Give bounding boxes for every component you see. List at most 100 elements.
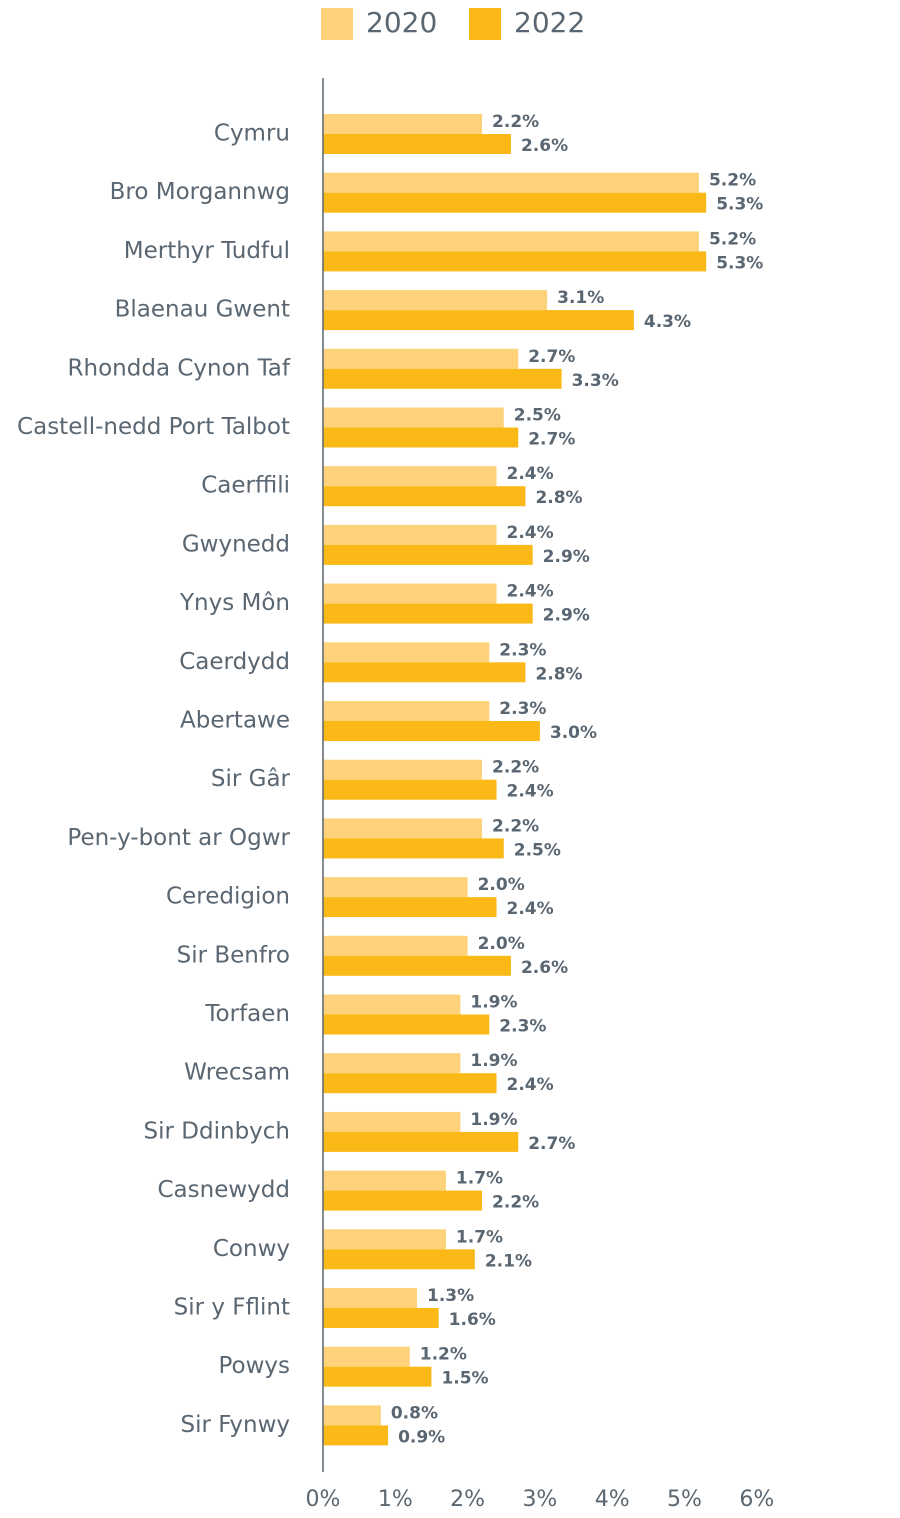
value-label: 2.3%	[499, 640, 546, 660]
bar	[323, 583, 497, 604]
bar	[323, 1014, 490, 1035]
value-label: 2.5%	[514, 406, 561, 426]
value-label: 2.9%	[543, 547, 590, 567]
bar	[323, 407, 504, 428]
bar	[323, 310, 634, 331]
value-label: 3.0%	[550, 723, 597, 743]
bar	[323, 1308, 439, 1328]
bar	[323, 818, 483, 839]
value-label: 2.4%	[507, 899, 554, 919]
x-tick-label: 2%	[450, 1487, 485, 1512]
category-label: Sir Benfro	[177, 942, 290, 968]
bar	[323, 290, 548, 311]
value-label: 1.5%	[441, 1369, 488, 1389]
bar	[323, 172, 699, 193]
legend-label: 2022	[514, 6, 585, 39]
bar	[323, 1346, 410, 1367]
bar	[323, 994, 461, 1015]
bar	[323, 955, 511, 976]
category-label: Abertawe	[180, 708, 290, 734]
x-tick-label: 6%	[739, 1487, 774, 1512]
category-label: Torfaen	[204, 1001, 290, 1027]
legend-label: 2020	[366, 6, 437, 39]
value-label: 2.9%	[543, 606, 590, 626]
value-label: 2.2%	[492, 816, 539, 836]
value-label: 1.9%	[470, 1051, 517, 1071]
bar	[323, 192, 707, 213]
bar	[323, 1073, 497, 1094]
value-label: 2.7%	[528, 347, 575, 367]
value-label: 2.4%	[507, 782, 554, 802]
value-label: 2.3%	[499, 1017, 546, 1037]
bar	[323, 1249, 475, 1270]
bar	[323, 877, 468, 898]
value-label: 2.7%	[528, 430, 575, 450]
value-label: 2.5%	[514, 840, 561, 860]
category-label: Sir Gâr	[211, 766, 291, 792]
category-label: Caerffili	[201, 473, 290, 499]
value-label: 3.3%	[572, 371, 619, 391]
bar	[323, 603, 533, 624]
bar	[323, 1131, 519, 1152]
category-label: Ceredigion	[166, 884, 290, 910]
value-label: 1.3%	[427, 1286, 474, 1306]
value-label: 1.9%	[470, 1110, 517, 1130]
category-label: Casnewydd	[158, 1177, 291, 1203]
bar	[323, 779, 497, 800]
value-label: 5.2%	[709, 171, 756, 191]
value-label: 4.3%	[644, 312, 691, 332]
value-label: 2.6%	[521, 958, 568, 978]
bar	[323, 701, 490, 721]
category-label: Ynys Môn	[179, 590, 290, 616]
bar	[323, 838, 504, 859]
bar	[323, 1190, 483, 1211]
value-label: 0.9%	[398, 1427, 445, 1447]
bar	[323, 544, 533, 565]
x-tick-label: 1%	[378, 1487, 413, 1512]
value-label: 2.2%	[492, 112, 539, 132]
bar	[323, 935, 468, 956]
category-label: Gwynedd	[182, 531, 290, 557]
bar	[323, 1288, 417, 1308]
bar	[323, 134, 511, 154]
value-label: 2.8%	[535, 488, 582, 508]
bar	[323, 642, 490, 663]
bar	[323, 368, 562, 389]
value-label: 2.0%	[478, 934, 525, 954]
value-label: 5.3%	[716, 195, 763, 215]
bar	[323, 1111, 461, 1132]
bar	[323, 348, 519, 369]
value-label: 2.1%	[485, 1251, 532, 1271]
category-label: Wrecsam	[184, 1060, 290, 1086]
value-label: 5.2%	[709, 229, 756, 249]
value-label: 3.1%	[557, 288, 604, 308]
value-label: 2.2%	[492, 758, 539, 778]
bar	[323, 1366, 432, 1387]
value-label: 2.4%	[507, 523, 554, 543]
bar	[323, 1425, 389, 1446]
bar	[323, 231, 699, 252]
category-label: Sir Ddinbych	[144, 1118, 290, 1144]
category-label: Pen-y-bont ar Ogwr	[67, 825, 290, 851]
bar	[323, 486, 526, 507]
bar	[323, 897, 497, 918]
category-label: Cymru	[214, 121, 290, 147]
x-tick-label: 5%	[667, 1487, 702, 1512]
category-label: Powys	[218, 1353, 290, 1379]
category-label: Rhondda Cynon Taf	[68, 355, 291, 381]
x-tick-label: 4%	[595, 1487, 630, 1512]
value-label: 1.7%	[456, 1169, 503, 1189]
value-label: 2.4%	[507, 582, 554, 602]
value-label: 2.2%	[492, 1193, 539, 1213]
value-label: 2.4%	[507, 1075, 554, 1095]
value-label: 1.2%	[420, 1345, 467, 1365]
value-label: 5.3%	[716, 253, 763, 273]
category-label: Sir Fynwy	[181, 1412, 291, 1438]
category-label: Merthyr Tudful	[124, 238, 290, 264]
bar	[323, 759, 483, 780]
value-label: 2.4%	[507, 464, 554, 484]
bar	[323, 466, 497, 487]
legend-swatch	[469, 8, 501, 40]
x-tick-label: 3%	[522, 1487, 557, 1512]
